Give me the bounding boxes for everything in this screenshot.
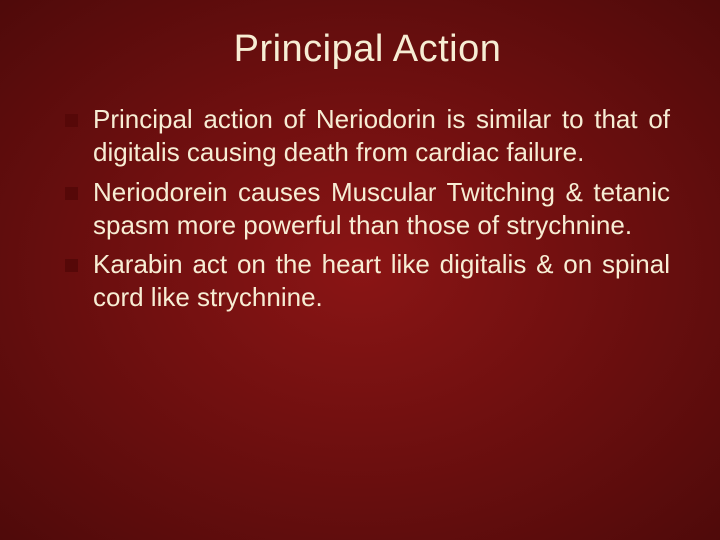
- bullet-list: Principal action of Neriodorin is simila…: [65, 103, 670, 315]
- slide: Principal Action Principal action of Ner…: [0, 0, 720, 540]
- list-item: Principal action of Neriodorin is simila…: [65, 103, 670, 170]
- slide-title: Principal Action: [65, 28, 670, 71]
- list-item: Karabin act on the heart like digitalis …: [65, 248, 670, 315]
- list-item: Neriodorein causes Muscular Twitching & …: [65, 176, 670, 243]
